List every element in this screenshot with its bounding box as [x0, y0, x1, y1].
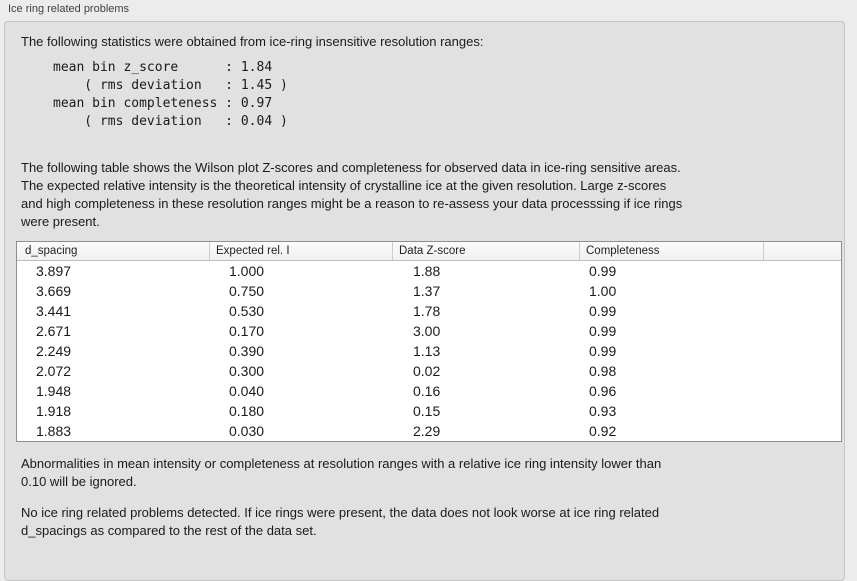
ice-ring-panel: The following statistics were obtained f… [4, 21, 845, 581]
cell-d-spacing: 1.948 [36, 383, 72, 399]
ice-ring-table: d_spacing Expected rel. I Data Z-score C… [16, 241, 842, 442]
cell-d-spacing: 3.441 [36, 303, 72, 319]
cell-expected-rel-i: 0.180 [229, 403, 265, 419]
cell-expected-rel-i: 1.000 [229, 263, 265, 279]
header-cell-empty [763, 242, 841, 260]
header-cell-d-spacing[interactable]: d_spacing [25, 245, 78, 257]
cell-data-z-score: 0.02 [413, 363, 441, 379]
cell-completeness: 0.99 [589, 323, 617, 339]
header-cell-expected-rel-i[interactable]: Expected rel. I [209, 242, 392, 260]
panel-title: Ice ring related problems [8, 3, 130, 15]
cell-expected-rel-i: 0.040 [229, 383, 265, 399]
cell-expected-rel-i: 0.390 [229, 343, 265, 359]
table-row[interactable]: 3.897 1.000 1.88 0.99 [17, 261, 841, 281]
table-row[interactable]: 3.441 0.530 1.78 0.99 [17, 301, 841, 321]
cell-expected-rel-i: 0.750 [229, 283, 265, 299]
cell-completeness: 0.93 [589, 403, 617, 419]
cell-d-spacing: 3.897 [36, 263, 72, 279]
cell-data-z-score: 1.37 [413, 283, 441, 299]
cell-expected-rel-i: 0.300 [229, 363, 265, 379]
cell-d-spacing: 2.671 [36, 323, 72, 339]
table-row[interactable]: 2.072 0.300 0.02 0.98 [17, 361, 841, 381]
cell-data-z-score: 1.88 [413, 263, 441, 279]
cell-data-z-score: 2.29 [413, 423, 441, 439]
cell-data-z-score: 0.15 [413, 403, 441, 419]
cell-data-z-score: 3.00 [413, 323, 441, 339]
cell-completeness: 0.96 [589, 383, 617, 399]
cell-completeness: 0.99 [589, 343, 617, 359]
header-cell-data-z-score[interactable]: Data Z-score [392, 242, 579, 260]
table-header-row: d_spacing Expected rel. I Data Z-score C… [17, 242, 841, 261]
cell-expected-rel-i: 0.030 [229, 423, 265, 439]
table-row[interactable]: 3.669 0.750 1.37 1.00 [17, 281, 841, 301]
cell-completeness: 0.92 [589, 423, 617, 439]
cell-d-spacing: 2.249 [36, 343, 72, 359]
cell-completeness: 0.99 [589, 263, 617, 279]
table-row[interactable]: 1.948 0.040 0.16 0.96 [17, 381, 841, 401]
cell-d-spacing: 2.072 [36, 363, 72, 379]
table-description: The following table shows the Wilson plo… [21, 160, 683, 229]
table-row[interactable]: 1.918 0.180 0.15 0.93 [17, 401, 841, 421]
cell-d-spacing: 1.918 [36, 403, 72, 419]
cell-completeness: 0.98 [589, 363, 617, 379]
cell-completeness: 1.00 [589, 283, 617, 299]
cell-data-z-score: 1.78 [413, 303, 441, 319]
cell-data-z-score: 0.16 [413, 383, 441, 399]
cell-d-spacing: 3.669 [36, 283, 72, 299]
cell-expected-rel-i: 0.530 [229, 303, 265, 319]
header-cell-completeness[interactable]: Completeness [579, 242, 763, 260]
conclusion-text: No ice ring related problems detected. I… [21, 505, 660, 538]
cell-d-spacing: 1.883 [36, 423, 72, 439]
cell-expected-rel-i: 0.170 [229, 323, 265, 339]
table-row[interactable]: 2.671 0.170 3.00 0.99 [17, 321, 841, 341]
stats-block: mean bin z_score : 1.84 ( rms deviation … [53, 60, 288, 129]
intro-text: The following statistics were obtained f… [21, 34, 484, 49]
note-text: Abnormalities in mean intensity or compl… [21, 456, 662, 489]
table-row[interactable]: 1.883 0.030 2.29 0.92 [17, 421, 841, 441]
cell-completeness: 0.99 [589, 303, 617, 319]
cell-data-z-score: 1.13 [413, 343, 441, 359]
table-row[interactable]: 2.249 0.390 1.13 0.99 [17, 341, 841, 361]
